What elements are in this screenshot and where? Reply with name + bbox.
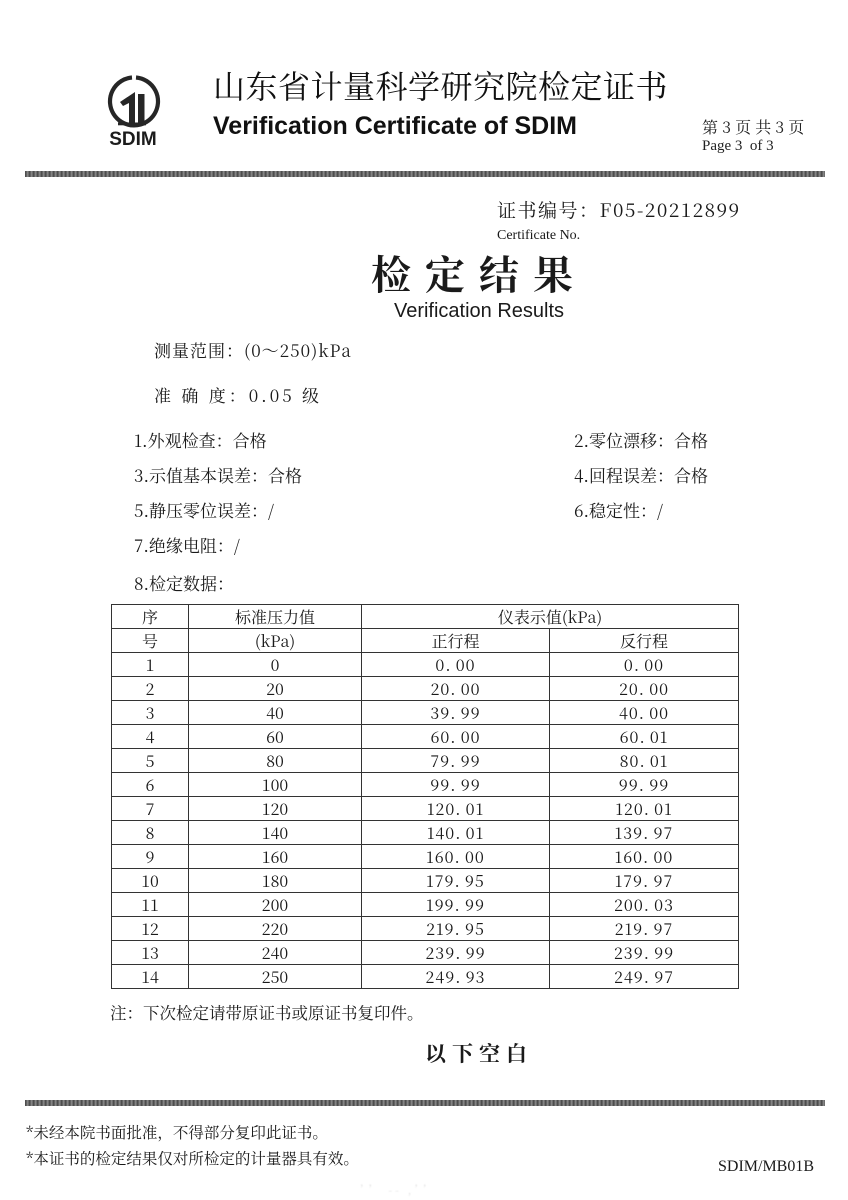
- svg-text:SDIM: SDIM: [109, 129, 157, 150]
